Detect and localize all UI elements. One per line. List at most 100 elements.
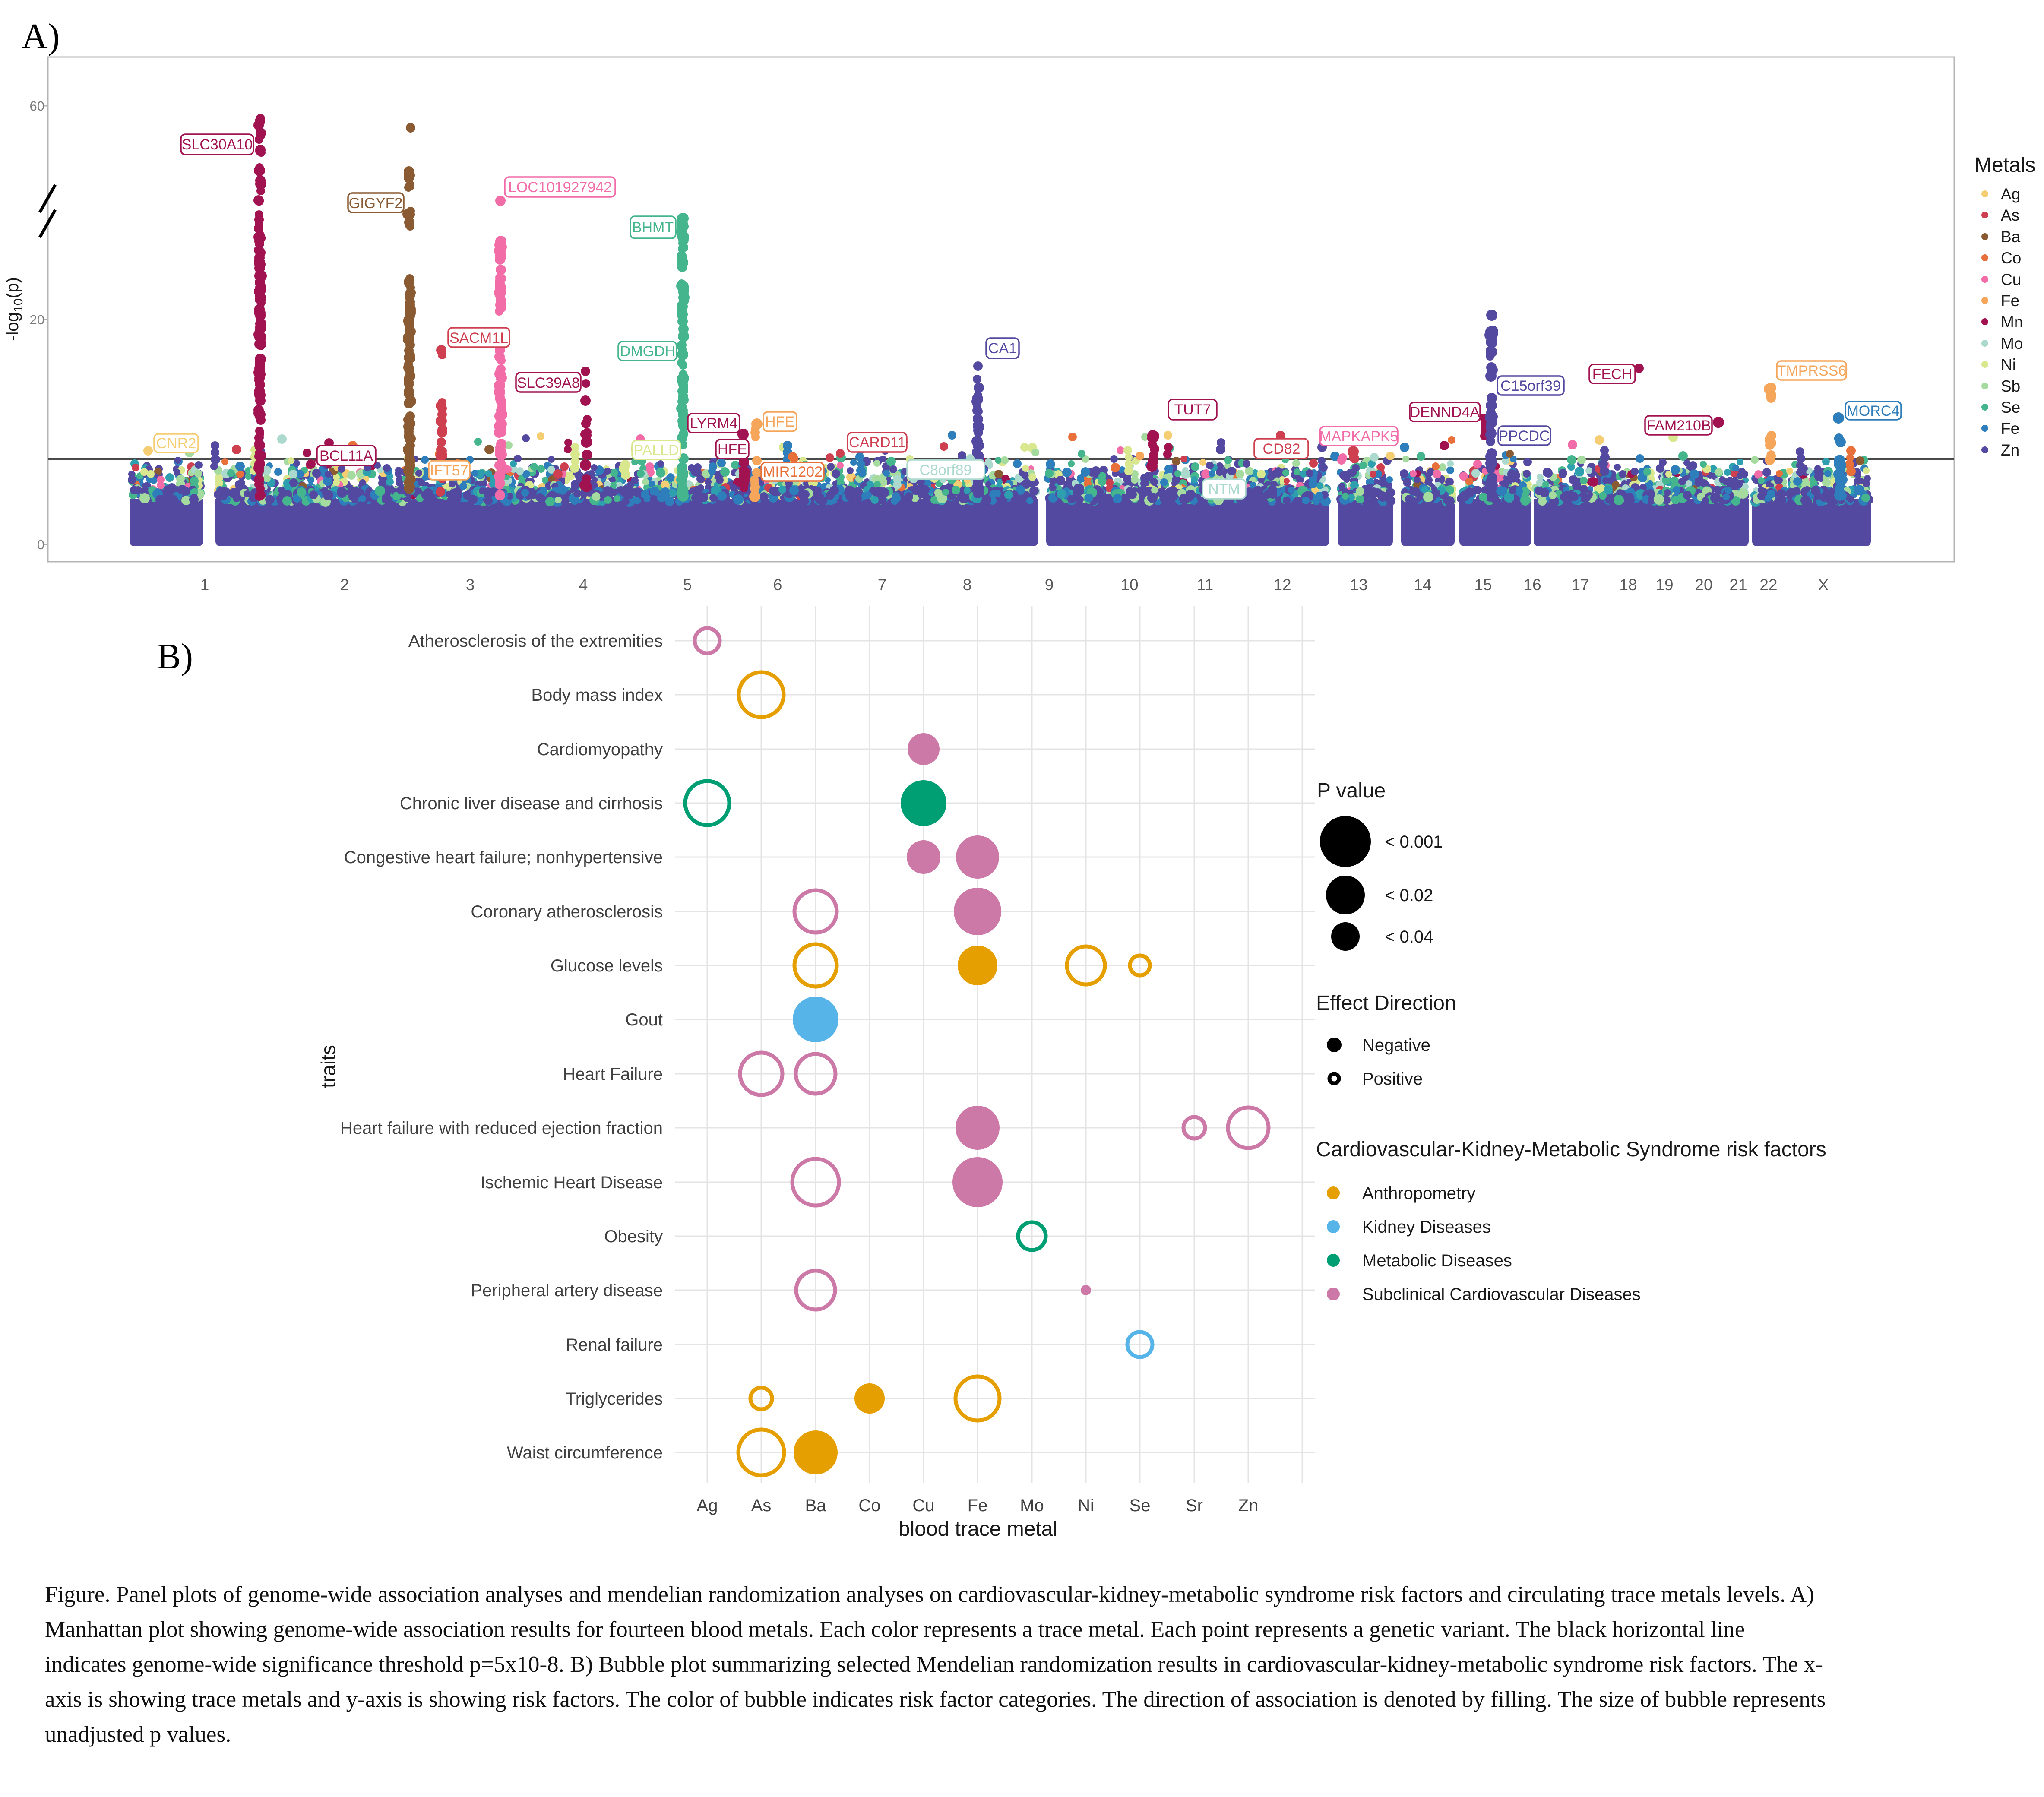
svg-text:TUT7: TUT7	[1174, 402, 1211, 418]
svg-text:Positive: Positive	[1362, 1069, 1423, 1088]
svg-text:Mo: Mo	[2001, 335, 2023, 352]
svg-text:22: 22	[1759, 576, 1777, 594]
svg-text:CARD11: CARD11	[849, 434, 906, 451]
svg-text:GIGYF2: GIGYF2	[349, 195, 403, 212]
svg-text:B): B)	[157, 636, 193, 677]
svg-text:P value: P value	[1317, 779, 1386, 802]
svg-text:2: 2	[340, 576, 349, 594]
svg-text:NTM: NTM	[1208, 481, 1240, 497]
svg-text:Fe: Fe	[968, 1496, 988, 1515]
svg-text:Co: Co	[858, 1496, 880, 1515]
svg-text:Mn: Mn	[2001, 313, 2023, 331]
svg-text:SACM1L: SACM1L	[449, 330, 508, 346]
svg-text:SLC39A8: SLC39A8	[517, 375, 580, 391]
svg-text:Cardiomyopathy: Cardiomyopathy	[537, 740, 663, 759]
svg-text:Fe: Fe	[2001, 292, 2019, 310]
svg-text:9: 9	[1045, 576, 1054, 594]
svg-text:Subclinical Cardiovascular Dis: Subclinical Cardiovascular Diseases	[1362, 1285, 1641, 1304]
svg-text:Mo: Mo	[1020, 1496, 1044, 1515]
svg-text:Ni: Ni	[2001, 356, 2016, 373]
svg-text:A): A)	[22, 16, 60, 57]
svg-text:21: 21	[1729, 576, 1747, 594]
svg-text:FAM210B: FAM210B	[1646, 418, 1711, 434]
svg-text:Cu: Cu	[912, 1496, 934, 1515]
svg-text:18: 18	[1619, 576, 1637, 594]
svg-text:Kidney Diseases: Kidney Diseases	[1362, 1218, 1491, 1237]
svg-text:BCL11A: BCL11A	[320, 448, 373, 464]
svg-text:3: 3	[466, 576, 475, 594]
svg-text:Metabolic Diseases: Metabolic Diseases	[1362, 1251, 1512, 1270]
svg-text:unadjusted p values.: unadjusted p values.	[45, 1722, 231, 1747]
svg-text:Obesity: Obesity	[604, 1227, 663, 1246]
svg-text:Cardiovascular-Kidney-Metaboli: Cardiovascular-Kidney-Metabolic Syndrome…	[1316, 1138, 1826, 1161]
svg-text:Ba: Ba	[2001, 228, 2021, 246]
svg-text:Body mass index: Body mass index	[531, 686, 663, 705]
svg-text:Coronary atherosclerosis: Coronary atherosclerosis	[471, 902, 663, 921]
svg-text:13: 13	[1350, 576, 1367, 594]
svg-text:X: X	[1818, 576, 1829, 594]
svg-text:Triglycerides: Triglycerides	[566, 1389, 663, 1408]
svg-text:< 0.001: < 0.001	[1385, 832, 1443, 851]
svg-text:Anthropometry: Anthropometry	[1362, 1184, 1475, 1203]
svg-text:BHMT: BHMT	[632, 219, 674, 236]
svg-text:1: 1	[200, 576, 209, 594]
svg-text:16: 16	[1523, 576, 1541, 594]
svg-text:Se: Se	[2001, 399, 2020, 416]
svg-text:4: 4	[579, 576, 588, 594]
svg-text:Atherosclerosis of the extremi: Atherosclerosis of the extremities	[408, 632, 663, 651]
svg-text:indicates genome-wide signific: indicates genome-wide significance thres…	[45, 1652, 1823, 1677]
svg-text:Ischemic Heart Disease: Ischemic Heart Disease	[481, 1173, 663, 1192]
svg-text:SLC30A10: SLC30A10	[182, 136, 253, 153]
svg-text:LYRM4: LYRM4	[690, 415, 738, 432]
svg-text:60: 60	[30, 98, 44, 114]
svg-text:Ag: Ag	[697, 1496, 718, 1515]
svg-text:Ag: Ag	[2001, 185, 2020, 203]
svg-text:CA1: CA1	[988, 340, 1017, 357]
svg-text:Heart failure with reduced eje: Heart failure with reduced ejection frac…	[340, 1119, 663, 1138]
svg-text:7: 7	[878, 576, 887, 594]
svg-text:PALLD: PALLD	[633, 442, 679, 459]
svg-text:Renal failure: Renal failure	[566, 1335, 663, 1354]
svg-text:Glucose levels: Glucose levels	[551, 956, 663, 975]
svg-text:0: 0	[37, 537, 44, 552]
svg-text:Peripheral artery disease: Peripheral artery disease	[471, 1281, 663, 1300]
svg-text:TMPRSS6: TMPRSS6	[1777, 363, 1847, 379]
svg-text:5: 5	[683, 576, 692, 594]
svg-text:Zn: Zn	[2001, 441, 2019, 459]
svg-text:MORC4: MORC4	[1847, 403, 1900, 419]
svg-text:Figure. Panel plots of genome-: Figure. Panel plots of genome-wide assoc…	[45, 1582, 1814, 1607]
svg-text:CD82: CD82	[1263, 441, 1300, 457]
svg-text:HFE: HFE	[765, 414, 794, 430]
svg-text:Cu: Cu	[2001, 271, 2021, 288]
svg-text:12: 12	[1273, 576, 1291, 594]
svg-text:blood trace metal: blood trace metal	[899, 1518, 1057, 1541]
svg-text:10: 10	[1120, 576, 1138, 594]
svg-text:MAPKAPK5: MAPKAPK5	[1319, 428, 1398, 445]
svg-text:17: 17	[1571, 576, 1589, 594]
svg-text:11: 11	[1197, 576, 1213, 594]
svg-text:Congestive heart failure; nonh: Congestive heart failure; nonhypertensiv…	[344, 848, 663, 867]
svg-text:Co: Co	[2001, 249, 2021, 267]
svg-text:Zn: Zn	[1238, 1496, 1259, 1515]
svg-text:Manhattan plot showing genome-: Manhattan plot showing genome-wide assoc…	[45, 1617, 1745, 1642]
svg-text:Chronic liver disease and cirr: Chronic liver disease and cirrhosis	[400, 794, 663, 813]
svg-text:DENND4A: DENND4A	[1410, 404, 1480, 421]
svg-text:14: 14	[1414, 576, 1431, 594]
svg-text:Effect Direction: Effect Direction	[1316, 992, 1456, 1015]
svg-text:DMGDH: DMGDH	[620, 343, 675, 360]
svg-text:C8orf89: C8orf89	[920, 462, 972, 478]
svg-text:Ba: Ba	[805, 1496, 827, 1515]
svg-text:IFT57: IFT57	[430, 462, 468, 479]
svg-text:15: 15	[1474, 576, 1492, 594]
svg-text:PPCDC: PPCDC	[1498, 428, 1550, 444]
svg-text:traits: traits	[317, 1045, 339, 1088]
svg-text:20: 20	[30, 312, 44, 327]
svg-text:Heart Failure: Heart Failure	[563, 1065, 663, 1084]
svg-text:axis is showing trace metals a: axis is showing trace metals and y-axis …	[45, 1687, 1826, 1712]
svg-text:C15orf39: C15orf39	[1500, 378, 1561, 394]
svg-text:Sb: Sb	[2001, 377, 2020, 395]
svg-text:FECH: FECH	[1592, 366, 1633, 383]
svg-text:As: As	[751, 1496, 772, 1515]
svg-text:CNR2: CNR2	[156, 435, 196, 452]
svg-text:MIR1202: MIR1202	[763, 464, 823, 480]
